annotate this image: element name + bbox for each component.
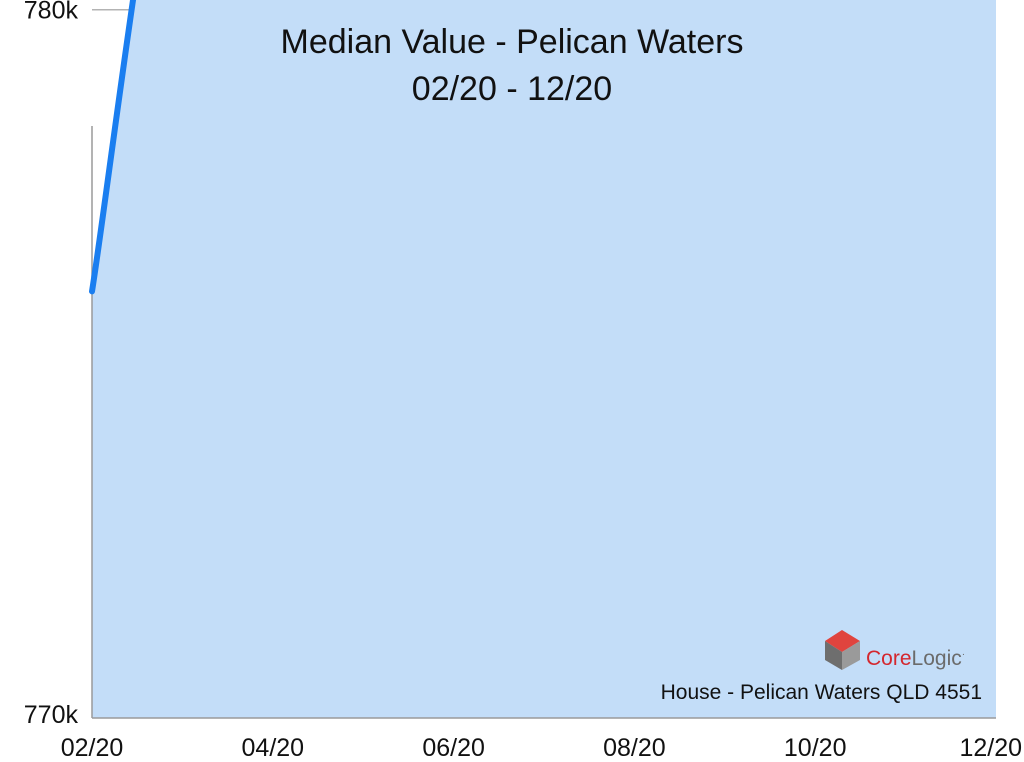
logo-wordmark: CoreLogic· [866, 647, 965, 670]
x-tick-label: 12/20 [959, 734, 1022, 762]
logo-trademark-mark: · [962, 649, 965, 660]
cube-left-face [825, 641, 842, 670]
y-axis-tick-labels: 770k780k790k800k810k820k830k840k850k [24, 0, 79, 729]
corelogic-logo: CoreLogic· [825, 630, 965, 670]
x-tick-label: 08/20 [603, 734, 666, 762]
cube-top-face [825, 630, 860, 652]
x-tick-label: 10/20 [784, 734, 847, 762]
x-tick-label: 02/20 [61, 734, 124, 762]
chart-subtitle: 02/20 - 12/20 [412, 70, 612, 108]
series-caption: House - Pelican Waters QLD 4551 [661, 681, 982, 704]
x-axis-tick-labels: 02/20 04/20 06/20 08/20 10/20 12/20 [61, 734, 1022, 762]
chart-title: Median Value - Pelican Waters [281, 23, 744, 61]
corelogic-cube-icon [825, 630, 860, 670]
y-tick-label: 770k [24, 701, 79, 729]
y-tick-label: 780k [24, 0, 79, 25]
axes [91, 126, 996, 719]
series-area-fill [92, 0, 996, 718]
cube-right-face [842, 641, 860, 670]
x-tick-label: 06/20 [422, 734, 485, 762]
x-tick-label: 04/20 [242, 734, 305, 762]
logo-text-core: Core [866, 647, 912, 670]
logo-text-logic: Logic [912, 647, 962, 670]
